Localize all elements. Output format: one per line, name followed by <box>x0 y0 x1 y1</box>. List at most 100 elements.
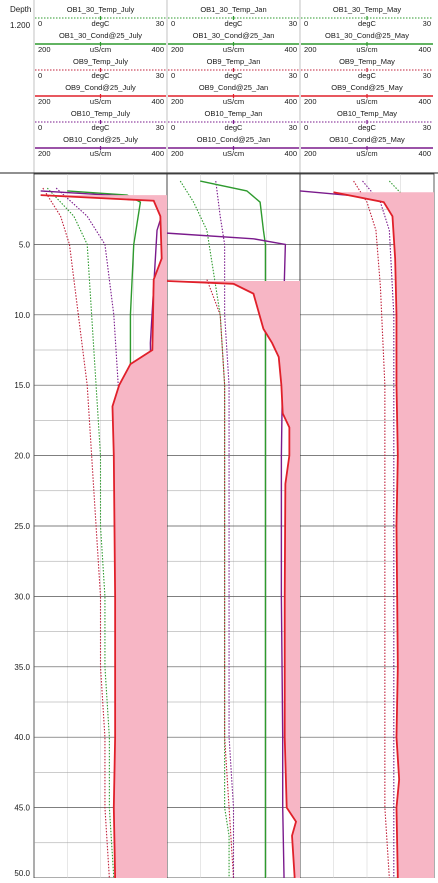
temperature-curve <box>42 187 110 879</box>
scale-max-label: 30 <box>423 71 431 80</box>
conductivity-curve <box>40 194 163 879</box>
curve-name-label: OB9_Temp_May <box>339 57 395 66</box>
conductivity-fill-area <box>333 192 434 878</box>
depth-top-value: 1.200 <box>10 21 31 30</box>
scale-unit-label: uS/cm <box>223 149 244 158</box>
scale-min-label: 0 <box>38 71 42 80</box>
scale-unit-label: uS/cm <box>223 45 244 54</box>
scale-max-label: 30 <box>156 71 164 80</box>
curve-name-label: OB9_Cond@25_July <box>65 83 136 92</box>
curve-name-label: OB10_Cond@25_July <box>63 135 138 144</box>
scale-unit-label: degC <box>358 19 377 28</box>
temperature-curve <box>206 279 235 879</box>
scale-unit-label: degC <box>92 19 111 28</box>
scale-min-label: 0 <box>38 19 42 28</box>
scale-min-label: 200 <box>38 97 51 106</box>
scale-unit-label: uS/cm <box>223 97 244 106</box>
depth-tick-label: 30.0 <box>14 592 30 601</box>
scale-max-label: 30 <box>156 123 164 132</box>
conductivity-curve <box>200 180 267 878</box>
curve-name-label: OB9_Temp_July <box>73 57 128 66</box>
scale-max-label: 400 <box>284 45 297 54</box>
scale-min-label: 0 <box>304 71 308 80</box>
curve-name-label: OB1_30_Cond@25_Jan <box>193 31 275 40</box>
scale-min-label: 0 <box>304 19 308 28</box>
scale-min-label: 0 <box>171 71 175 80</box>
curve-name-label: OB10_Temp_July <box>71 109 130 118</box>
scale-min-label: 200 <box>171 149 184 158</box>
scale-unit-label: uS/cm <box>356 149 377 158</box>
curve-name-label: OB10_Temp_May <box>337 109 397 118</box>
depth-tick-label: 10.0 <box>14 311 30 320</box>
temperature-curve <box>353 180 390 879</box>
scale-unit-label: degC <box>358 123 377 132</box>
scale-max-label: 400 <box>284 149 297 158</box>
scale-min-label: 0 <box>171 19 175 28</box>
depth-tick-label: 25.0 <box>14 522 30 531</box>
scale-min-label: 0 <box>38 123 42 132</box>
scale-max-label: 30 <box>423 123 431 132</box>
conductivity-fill-area <box>40 195 167 878</box>
scale-max-label: 400 <box>418 97 431 106</box>
scale-min-label: 200 <box>38 149 51 158</box>
curve-name-label: OB9_Cond@25_Jan <box>199 83 268 92</box>
conductivity-curve <box>166 280 297 879</box>
scale-min-label: 200 <box>171 97 184 106</box>
temperature-curve <box>179 180 230 878</box>
scale-unit-label: degC <box>225 71 244 80</box>
scale-unit-label: uS/cm <box>356 45 377 54</box>
temperature-curve <box>215 180 235 878</box>
curve-name-label: OB1_30_Temp_July <box>67 5 135 14</box>
depth-tick-label: 5.0 <box>19 240 31 249</box>
depth-axis: 5.0 10.0 15.0 20.0 25.0 30.0 35.0 40.0 45.0 50.0 <box>14 240 30 878</box>
scale-unit-label: degC <box>92 71 111 80</box>
conductivity-fill-area <box>167 281 300 878</box>
depth-tick-label: 40.0 <box>14 733 30 742</box>
scale-min-label: 0 <box>171 123 175 132</box>
temperature-curve <box>362 180 395 878</box>
scale-max-label: 400 <box>151 149 164 158</box>
curve-name-label: OB10_Cond@25_May <box>329 135 405 144</box>
curve-name-label: OB10_Cond@25_Jan <box>197 135 271 144</box>
scale-min-label: 200 <box>38 45 51 54</box>
conductivity-curve <box>166 232 287 879</box>
scale-unit-label: uS/cm <box>90 149 111 158</box>
scale-unit-label: uS/cm <box>90 97 111 106</box>
scale-min-label: 200 <box>304 97 317 106</box>
scale-max-label: 400 <box>284 97 297 106</box>
curve-name-label: OB1_30_Temp_May <box>333 5 402 14</box>
scale-max-label: 400 <box>418 149 431 158</box>
scale-unit-label: degC <box>358 71 377 80</box>
depth-axis-label: Depth <box>10 5 31 14</box>
depth-tick-label: 45.0 <box>14 804 30 813</box>
scale-min-label: 200 <box>304 45 317 54</box>
scale-unit-label: uS/cm <box>90 45 111 54</box>
scale-max-label: 400 <box>418 45 431 54</box>
plot-area <box>33 173 435 879</box>
scale-max-label: 30 <box>423 19 431 28</box>
scale-max-label: 30 <box>156 19 164 28</box>
curve-name-label: OB9_Cond@25_May <box>331 83 403 92</box>
curve-name-label: OB1_30_Cond@25_May <box>325 31 409 40</box>
depth-tick-label: 20.0 <box>14 452 30 461</box>
curve-name-label: OB1_30_Cond@25_July <box>59 31 142 40</box>
scale-min-label: 200 <box>304 149 317 158</box>
depth-tick-label: 15.0 <box>14 381 30 390</box>
scale-min-label: 0 <box>304 123 308 132</box>
scale-max-label: 30 <box>289 19 297 28</box>
curve-name-label: OB10_Temp_Jan <box>205 109 263 118</box>
scale-max-label: 400 <box>151 97 164 106</box>
scale-unit-label: uS/cm <box>356 97 377 106</box>
scale-unit-label: degC <box>92 123 111 132</box>
scale-min-label: 200 <box>171 45 184 54</box>
depth-tick-label: 35.0 <box>14 663 30 672</box>
curve-name-label: OB9_Temp_Jan <box>207 57 261 66</box>
curve-name-label: OB1_30_Temp_Jan <box>200 5 266 14</box>
scale-max-label: 30 <box>289 71 297 80</box>
scale-unit-label: degC <box>225 123 244 132</box>
scale-unit-label: degC <box>225 19 244 28</box>
depth-tick-label: 50.0 <box>14 869 30 878</box>
track-headers: OB1_30_Temp_July 0 degC 30 OB1_30_Cond@25_Ju… <box>0 0 438 174</box>
